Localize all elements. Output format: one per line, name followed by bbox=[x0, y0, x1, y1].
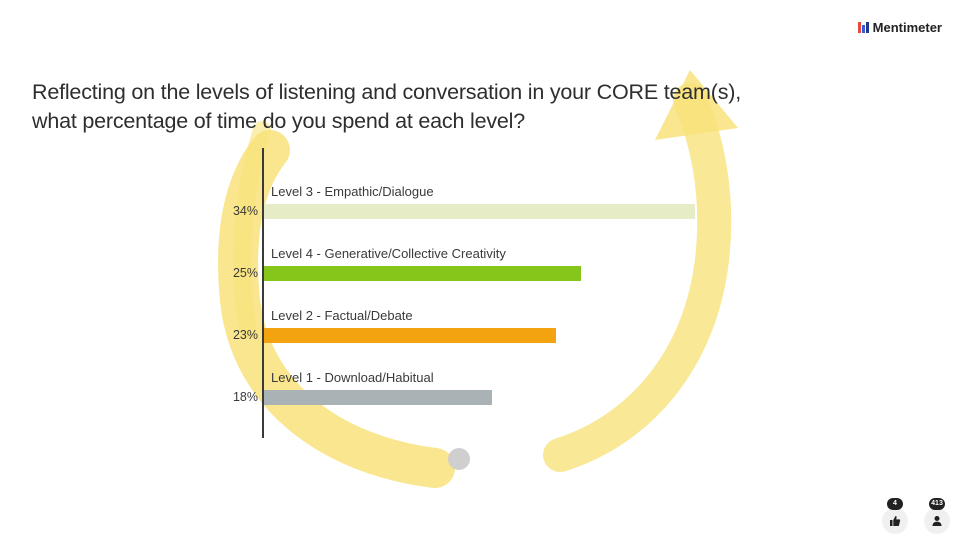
participants-count: 413 bbox=[929, 498, 945, 510]
reaction-count: 4 bbox=[887, 498, 903, 510]
reactions-bar: 4 413 bbox=[882, 498, 950, 534]
question-line-1: Reflecting on the levels of listening an… bbox=[32, 80, 741, 104]
bar-label: Level 1 - Download/Habitual bbox=[271, 370, 434, 385]
chart-axis-line bbox=[262, 148, 264, 438]
bar-label: Level 3 - Empathic/Dialogue bbox=[271, 184, 434, 199]
question-title: Reflecting on the levels of listening an… bbox=[32, 78, 912, 136]
reaction-thumbs-up[interactable]: 4 bbox=[882, 498, 908, 534]
bar-value-label: 23% bbox=[232, 328, 258, 342]
participants-indicator: 413 bbox=[924, 498, 950, 534]
background-arrow-head bbox=[655, 70, 738, 140]
bar-value-label: 34% bbox=[232, 204, 258, 218]
brand-name: Mentimeter bbox=[872, 20, 942, 35]
background-ball bbox=[448, 448, 470, 470]
thumbs-up-icon bbox=[890, 516, 901, 526]
brand-header: Mentimeter bbox=[857, 20, 942, 35]
background-arrow-stroke-right bbox=[543, 83, 732, 472]
bar-label: Level 4 - Generative/Collective Creativi… bbox=[271, 246, 506, 261]
bar-label: Level 2 - Factual/Debate bbox=[271, 308, 413, 323]
bar bbox=[264, 204, 695, 219]
mentimeter-logo-icon bbox=[857, 22, 869, 33]
background-arrow-stroke-left-top bbox=[233, 121, 271, 339]
question-line-2: what percentage of time do you spend at … bbox=[32, 109, 525, 133]
bar bbox=[264, 266, 581, 281]
bar-value-label: 25% bbox=[232, 266, 258, 280]
bar bbox=[264, 328, 556, 343]
bar bbox=[264, 390, 492, 405]
bar-value-label: 18% bbox=[232, 390, 258, 404]
participants-icon bbox=[932, 516, 942, 526]
